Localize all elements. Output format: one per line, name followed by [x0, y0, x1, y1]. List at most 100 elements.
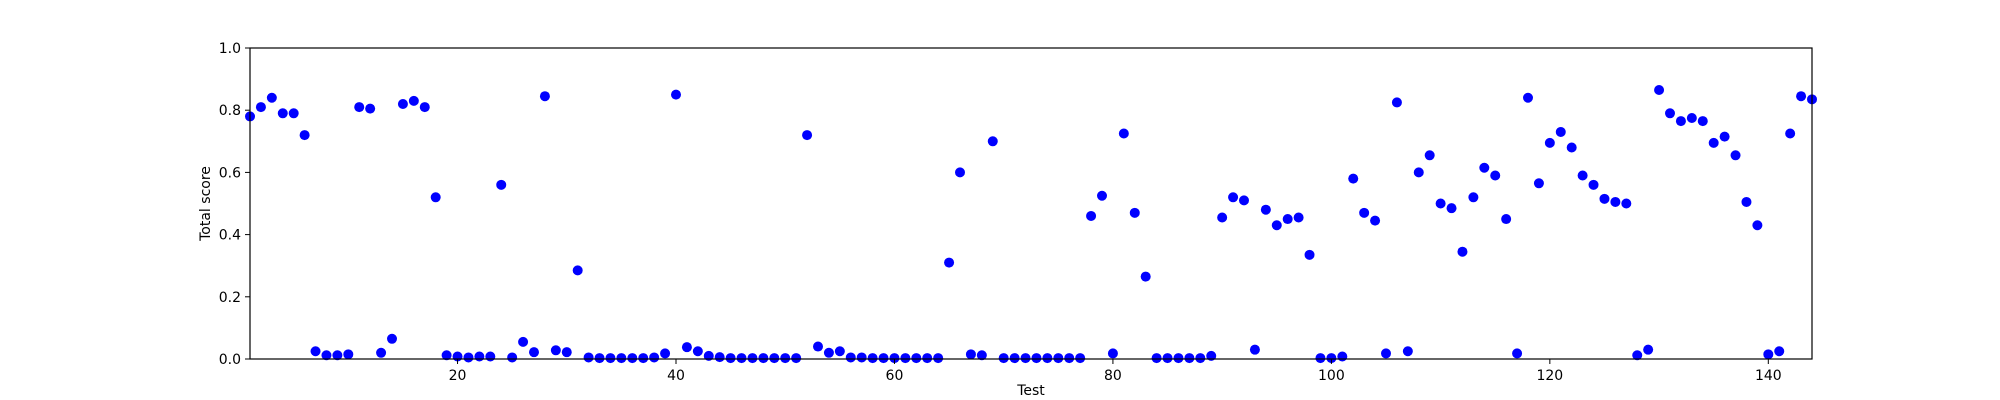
data-point	[736, 353, 747, 364]
data-point	[1271, 220, 1282, 231]
data-point	[441, 350, 452, 361]
data-point	[1686, 112, 1697, 123]
data-point	[1654, 84, 1665, 95]
data-point	[518, 336, 529, 347]
data-point	[1588, 179, 1599, 190]
data-point	[1249, 344, 1260, 355]
data-point	[660, 348, 671, 359]
data-point	[485, 351, 496, 362]
y-tick-label: 0.6	[219, 165, 241, 181]
data-point	[845, 352, 856, 363]
data-point	[649, 352, 660, 363]
data-point	[1708, 137, 1719, 148]
data-point	[1468, 192, 1479, 203]
data-point	[1031, 353, 1042, 364]
data-point	[1643, 344, 1654, 355]
data-point	[1697, 116, 1708, 127]
data-point	[1151, 353, 1162, 364]
data-point	[944, 257, 955, 268]
y-tick-label: 0.4	[219, 228, 241, 244]
data-point	[1413, 167, 1424, 178]
data-point	[1424, 150, 1435, 161]
data-point	[1752, 220, 1763, 231]
data-point	[1260, 204, 1271, 215]
data-point	[365, 103, 376, 114]
data-point	[889, 353, 900, 364]
data-point	[321, 350, 332, 361]
data-point	[834, 346, 845, 357]
data-point	[474, 351, 485, 362]
data-point	[1195, 353, 1206, 364]
data-point	[692, 346, 703, 357]
data-point	[277, 108, 288, 119]
data-point	[463, 352, 474, 363]
data-point	[299, 130, 310, 141]
x-axis-label: Test	[1016, 383, 1045, 399]
data-point	[1665, 108, 1675, 119]
y-tick-label: 0.2	[219, 290, 241, 306]
data-point	[1435, 198, 1446, 209]
data-point	[878, 353, 889, 364]
data-point	[955, 167, 965, 178]
data-point	[310, 346, 321, 357]
x-tick-label: 60	[886, 368, 904, 384]
data-point	[550, 345, 561, 356]
x-tick-label: 20	[449, 368, 467, 384]
data-point	[638, 353, 649, 364]
data-point	[1293, 212, 1304, 223]
data-point	[976, 350, 987, 361]
data-point	[856, 352, 867, 363]
data-point	[1206, 350, 1217, 361]
data-point	[1009, 353, 1020, 364]
x-tick-label: 40	[667, 368, 685, 384]
y-axis-label: Total score	[198, 166, 214, 242]
data-point	[1239, 195, 1249, 206]
data-point	[572, 265, 583, 276]
data-point	[1173, 353, 1184, 364]
data-point	[496, 179, 507, 190]
x-tick-label: 100	[1318, 368, 1345, 384]
data-point	[1348, 173, 1359, 184]
data-point	[1315, 353, 1326, 364]
data-point	[703, 350, 714, 361]
data-point	[376, 347, 387, 358]
data-point	[561, 347, 572, 358]
data-point	[605, 353, 616, 364]
data-point	[911, 353, 922, 364]
data-point	[1512, 348, 1523, 359]
data-point	[965, 349, 976, 360]
x-tick-label: 120	[1536, 368, 1563, 384]
data-point	[681, 342, 692, 353]
data-point	[1282, 214, 1293, 225]
y-tick-label: 0.8	[219, 103, 241, 119]
data-point	[1785, 128, 1796, 139]
data-point	[1479, 162, 1490, 173]
data-point	[1107, 348, 1118, 359]
data-point	[1501, 214, 1512, 225]
data-point	[1042, 353, 1053, 364]
data-point	[813, 341, 823, 352]
data-point	[1184, 353, 1195, 364]
data-point	[1796, 91, 1807, 102]
data-point	[343, 349, 354, 360]
data-point	[1457, 246, 1468, 257]
data-point	[1370, 215, 1381, 226]
data-point	[1217, 212, 1228, 223]
data-point	[397, 98, 408, 109]
data-point	[1763, 349, 1774, 360]
data-point	[922, 353, 933, 364]
data-point	[714, 352, 725, 363]
data-point	[408, 95, 419, 106]
data-point	[900, 353, 911, 364]
data-point	[1523, 92, 1533, 103]
data-point	[780, 353, 791, 364]
y-tick-label: 1.0	[219, 41, 241, 57]
data-point	[725, 353, 736, 364]
data-point	[1599, 193, 1610, 204]
data-point	[1719, 131, 1730, 142]
data-point	[867, 353, 878, 364]
data-point	[1566, 142, 1577, 153]
data-point	[671, 89, 681, 100]
